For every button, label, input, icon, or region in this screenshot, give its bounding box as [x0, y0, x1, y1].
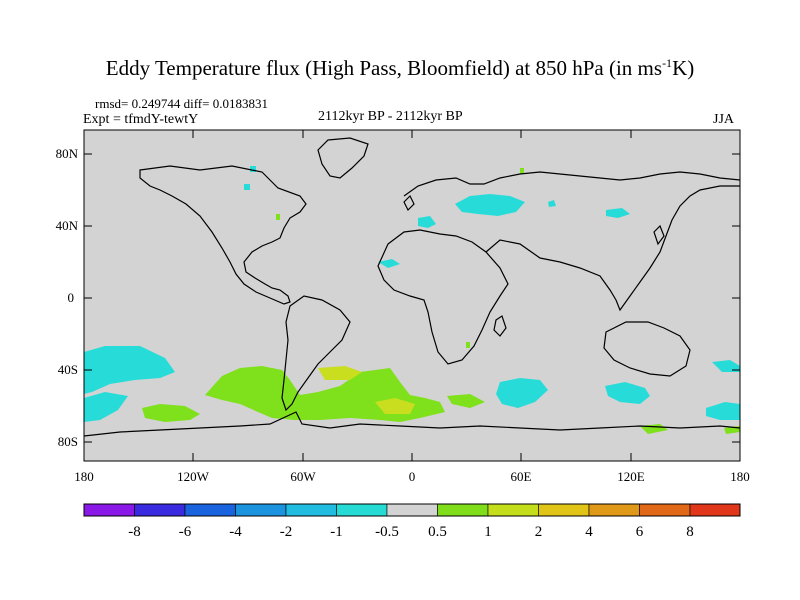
lon-tick-120w: 120W — [177, 130, 210, 484]
coast-madagascar — [493, 315, 507, 337]
coast-africa — [377, 229, 509, 365]
aqua-patch-tasman — [706, 402, 740, 420]
lat-tick-80N: 80N — [56, 146, 740, 161]
colorbar-label: 1 — [484, 524, 492, 540]
colorbar-box — [538, 503, 590, 517]
aqua-patch-greenland-w — [244, 184, 250, 190]
aqua-patch-far-sw — [84, 392, 128, 422]
latitude-axis: 80N 40N 0 40S 80S — [56, 146, 740, 449]
period-label: 2112kyr BP - 2112kyr BP — [318, 109, 463, 124]
lat-label: 0 — [68, 290, 75, 305]
coast-uk — [403, 194, 415, 212]
colorbar-box — [487, 503, 539, 517]
lat-label: 80S — [58, 434, 78, 449]
lat-tick-0: 0 — [68, 290, 740, 305]
colorbar-label: -6 — [179, 524, 192, 540]
lat-label: 40N — [56, 218, 79, 233]
yellowgreen-patch-b — [375, 398, 415, 414]
lat-label: 40S — [58, 362, 78, 377]
lon-tick-60w: 60W — [290, 130, 316, 484]
colorbar-box — [386, 503, 438, 517]
lon-tick-0: 0 — [409, 130, 416, 484]
aqua-patch-s-aus — [605, 382, 650, 404]
colorbar-label: 2 — [535, 524, 543, 540]
green-patch-indian — [447, 394, 485, 408]
season-label: JJA — [713, 112, 735, 127]
lon-label: 60E — [511, 469, 532, 484]
colorbar-label: -8 — [128, 524, 141, 540]
colorbar: -8 -6 -4 -2 -1 -0.5 0.5 1 2 4 6 8 — [83, 503, 741, 540]
lon-label: 120W — [177, 469, 210, 484]
colorbar-box — [437, 503, 489, 517]
colorbar-label: 6 — [636, 524, 644, 540]
aqua-patch-s-pacific — [84, 346, 175, 394]
aqua-patch-nz — [712, 360, 740, 372]
lat-tick-40S: 40S — [58, 362, 740, 377]
colorbar-label: -1 — [330, 524, 343, 540]
stats-label: rmsd= 0.249744 diff= 0.0183831 — [95, 96, 268, 111]
lon-tick-60e: 60E — [511, 130, 532, 484]
lon-tick-180w: 180 — [74, 453, 94, 484]
experiment-label: Expt = tfmdY-tewtY — [83, 112, 199, 127]
aqua-patch-central-asia — [455, 194, 525, 216]
lon-tick-120e: 120E — [617, 130, 645, 484]
colorbar-box — [285, 503, 337, 517]
aqua-patch-china — [606, 208, 630, 218]
colorbar-box — [588, 503, 640, 517]
colorbar-label: -4 — [229, 524, 242, 540]
green-patch-s-pacific — [142, 404, 200, 422]
colorbar-box — [639, 503, 691, 517]
colorbar-box — [83, 503, 135, 517]
coast-australia — [603, 321, 691, 377]
colorbar-frame — [83, 503, 741, 517]
coast-japan — [653, 224, 665, 246]
anomaly-shading — [84, 166, 740, 434]
colorbar-label: -2 — [280, 524, 293, 540]
coast-antarctica — [84, 411, 740, 437]
lon-label: 180 — [74, 469, 94, 484]
lon-label: 0 — [409, 469, 416, 484]
green-patch-arctic — [520, 168, 524, 174]
colorbar-box — [235, 503, 287, 517]
aqua-patch-europe — [418, 216, 436, 228]
green-patch-n-am — [276, 214, 280, 220]
longitude-axis: 180 120W 60W 0 60E 120E 180 — [74, 130, 750, 484]
lat-tick-40N: 40N — [56, 218, 740, 233]
aqua-patch-n-africa — [378, 259, 400, 268]
yellowgreen-patch-a — [318, 366, 362, 380]
colorbar-box — [336, 503, 388, 517]
coastlines — [84, 137, 740, 437]
aqua-patch-siberia — [548, 200, 556, 207]
coast-greenland — [317, 137, 369, 179]
lon-label: 60W — [290, 469, 316, 484]
coast-europe — [403, 171, 740, 197]
colorbar-label: 4 — [585, 524, 593, 540]
colorbar-box — [134, 503, 186, 517]
plot-title: Eddy Temperature flux (High Pass, Bloomf… — [105, 56, 695, 80]
lon-label: 180 — [730, 469, 750, 484]
coast-asia — [485, 185, 740, 312]
lon-label: 120E — [617, 469, 645, 484]
green-patch-madagascar — [466, 342, 470, 348]
colorbar-label: 8 — [686, 524, 694, 540]
colorbar-label: -0.5 — [375, 524, 399, 540]
coast-south-america — [281, 295, 351, 412]
lon-tick-180e: 180 — [730, 453, 750, 484]
lat-label: 80N — [56, 146, 79, 161]
colorbar-box — [184, 503, 236, 517]
colorbar-label: 0.5 — [428, 524, 447, 540]
aqua-patch-indian — [496, 378, 548, 408]
lat-tick-80S: 80S — [58, 434, 740, 449]
colorbar-box — [689, 503, 741, 517]
coast-north-america — [139, 165, 307, 305]
